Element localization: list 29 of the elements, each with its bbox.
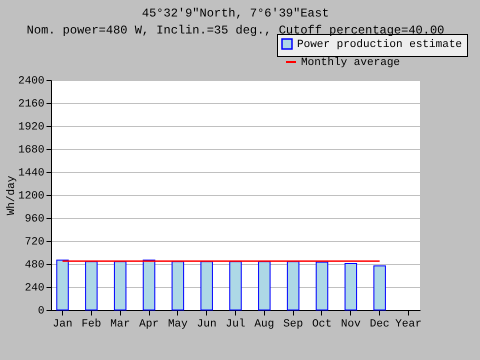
- x-tick-label: Sep: [283, 318, 304, 330]
- y-tick-label: 960: [24, 214, 44, 226]
- x-tick-label: Nov: [340, 318, 362, 330]
- x-tick-label: Year: [395, 318, 422, 330]
- y-tick-label: 2160: [18, 98, 44, 110]
- x-tick-label: Jul: [226, 318, 246, 330]
- chart-subtitle: Nom. power=480 W, Inclin.=35 deg., Cutoff percentage=40.00: [26, 24, 444, 38]
- x-tick-label: Apr: [139, 318, 159, 330]
- x-tick-label: Oct: [312, 318, 332, 330]
- y-tick-label: 2400: [18, 76, 44, 88]
- x-tick-label: Aug: [254, 318, 274, 330]
- y-tick-label: 0: [38, 306, 44, 318]
- y-tick-label: 1440: [18, 168, 44, 180]
- y-tick-label: 1200: [18, 190, 44, 202]
- x-tick-label: Jun: [196, 318, 217, 330]
- y-tick-label: 720: [24, 236, 44, 248]
- chart-title: 45°32′9"North, 7°6′39"East: [142, 6, 330, 20]
- x-tick-label: Mar: [110, 318, 130, 330]
- y-axis-title: Wh/day: [6, 175, 18, 216]
- x-tick-label: Jan: [52, 318, 72, 330]
- y-tick-label: 1680: [18, 144, 44, 156]
- legend-label: Power production estimate: [297, 39, 462, 51]
- legend-label: Monthly average: [301, 57, 400, 69]
- y-tick-label: 480: [24, 260, 44, 272]
- x-tick-label: May: [168, 318, 188, 330]
- y-tick-label: 1920: [18, 122, 44, 134]
- y-tick-label: 240: [24, 282, 44, 294]
- x-tick-label: Dec: [370, 318, 390, 330]
- x-tick-label: Feb: [81, 318, 102, 330]
